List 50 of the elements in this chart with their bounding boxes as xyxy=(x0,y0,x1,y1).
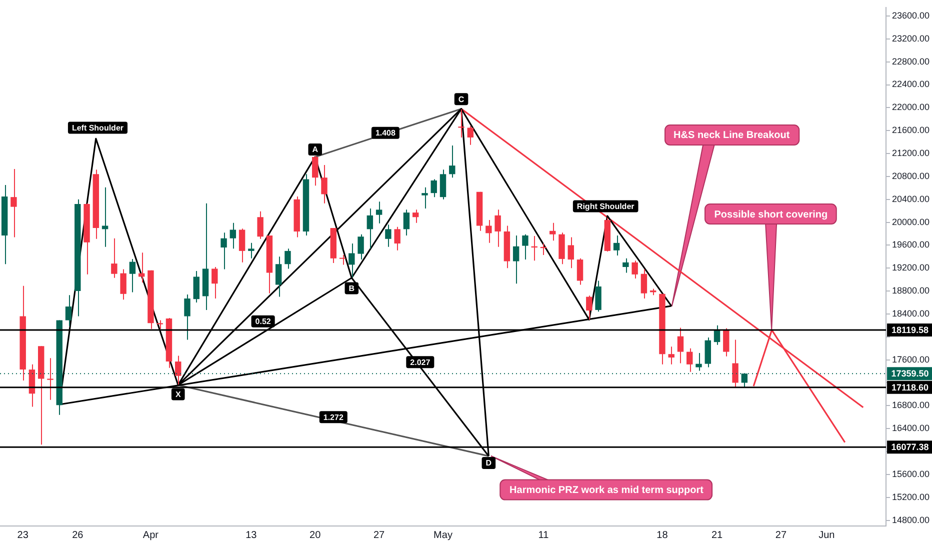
annotation: X xyxy=(175,390,182,399)
x-tick-label: 20 xyxy=(310,530,322,541)
y-tick-label: 14800.00 xyxy=(892,514,930,525)
ref-line-label: 17359.50 xyxy=(891,368,929,379)
x-tick-label: 26 xyxy=(72,530,84,541)
y-tick-label: 17600.00 xyxy=(892,354,930,364)
y-tick-label: 18400.00 xyxy=(892,308,930,318)
x-tick-label: Apr xyxy=(142,530,160,541)
x-tick-label: 23 xyxy=(17,530,29,541)
y-tick-label: 16400.00 xyxy=(892,423,930,434)
x-tick-label: 21 xyxy=(711,530,724,541)
y-tick-label: 18800.00 xyxy=(892,286,930,296)
annotation: Possible short covering xyxy=(714,210,828,221)
y-tick-label: 21200.00 xyxy=(892,148,930,158)
y-tick-label: 15200.00 xyxy=(892,492,930,502)
annotation: H&S neck Line Breakout xyxy=(674,130,790,141)
annotation: Right Shoulder xyxy=(576,202,634,211)
y-tick-label: 19600.00 xyxy=(892,240,930,250)
y-tick-label: 23200.00 xyxy=(892,33,930,44)
annotation: A xyxy=(312,145,318,154)
y-tick-label: 22000.00 xyxy=(892,102,930,112)
annotation: D xyxy=(486,458,492,468)
annotation: 2.027 xyxy=(410,358,431,367)
y-tick-label: 20000.00 xyxy=(892,216,930,227)
x-tick-label: May xyxy=(434,530,452,541)
ref-line-label: 16077.38 xyxy=(891,442,929,452)
y-tick-label: 23600.00 xyxy=(892,10,930,20)
y-tick-label: 22800.00 xyxy=(892,56,930,66)
y-tick-label: 22400.00 xyxy=(892,79,930,90)
annotation: 0.52 xyxy=(255,317,272,326)
y-tick-label: 20800.00 xyxy=(892,170,930,181)
x-tick-label: 18 xyxy=(656,530,668,541)
y-tick-label: 21600.00 xyxy=(892,125,930,136)
ref-line-label: 17118.60 xyxy=(891,382,929,392)
annotation: Harmonic PRZ work as mid term support xyxy=(510,485,704,496)
annotation: 1.272 xyxy=(323,412,344,422)
x-tick-label: 11 xyxy=(538,530,550,541)
y-tick-label: 19200.00 xyxy=(892,262,930,273)
annotation: Left Shoulder xyxy=(72,123,124,132)
x-tick-label: Jun xyxy=(818,530,835,541)
annotation: B xyxy=(348,284,355,293)
x-tick-label: 13 xyxy=(246,530,258,541)
ref-line-label: 18119.58 xyxy=(891,325,929,336)
y-tick-label: 20400.00 xyxy=(892,194,930,204)
y-tick-label: 16800.00 xyxy=(892,400,930,410)
y-tick-label: 15600.00 xyxy=(892,468,930,479)
x-tick-label: 27 xyxy=(775,530,787,541)
annotation: C xyxy=(458,94,464,104)
x-tick-label: 27 xyxy=(374,530,386,541)
annotation: 1.408 xyxy=(375,128,396,138)
